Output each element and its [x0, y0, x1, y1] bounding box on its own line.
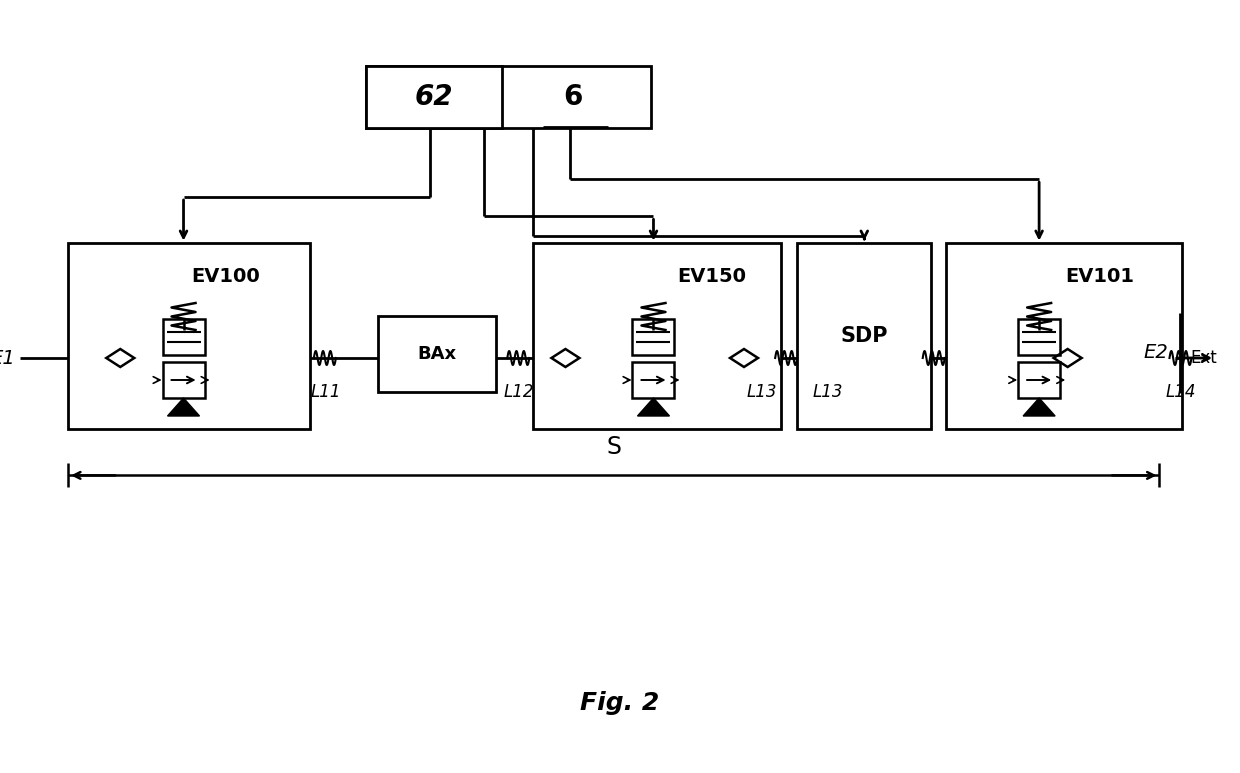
Text: Ext: Ext: [1190, 349, 1216, 367]
Text: EV150: EV150: [677, 267, 746, 286]
Text: S: S: [606, 435, 621, 459]
Text: EV100: EV100: [191, 267, 259, 286]
Bar: [533, 243, 781, 429]
Text: BAx: BAx: [418, 345, 456, 363]
Bar: [366, 66, 651, 128]
Text: L13: L13: [812, 383, 843, 401]
Bar: [946, 243, 1182, 429]
Text: L12: L12: [503, 383, 533, 401]
Text: E2: E2: [1143, 342, 1168, 362]
Bar: [162, 362, 205, 398]
Bar: [1018, 362, 1060, 398]
Polygon shape: [167, 398, 200, 416]
Text: SDP: SDP: [841, 326, 888, 346]
Text: L13: L13: [746, 383, 777, 401]
Text: L14: L14: [1166, 383, 1195, 401]
Bar: [378, 316, 496, 392]
Bar: [162, 319, 205, 355]
Text: EV101: EV101: [1065, 267, 1133, 286]
Text: 62: 62: [414, 83, 454, 111]
Text: Fig. 2: Fig. 2: [580, 691, 660, 716]
Bar: [1018, 319, 1060, 355]
Bar: [68, 243, 310, 429]
Bar: [632, 319, 675, 355]
Text: 6: 6: [563, 83, 583, 111]
Bar: [632, 362, 675, 398]
Bar: [797, 243, 931, 429]
Bar: [366, 66, 502, 128]
Text: E1: E1: [0, 349, 15, 367]
Text: L11: L11: [311, 383, 341, 401]
Polygon shape: [637, 398, 670, 416]
Polygon shape: [1023, 398, 1055, 416]
